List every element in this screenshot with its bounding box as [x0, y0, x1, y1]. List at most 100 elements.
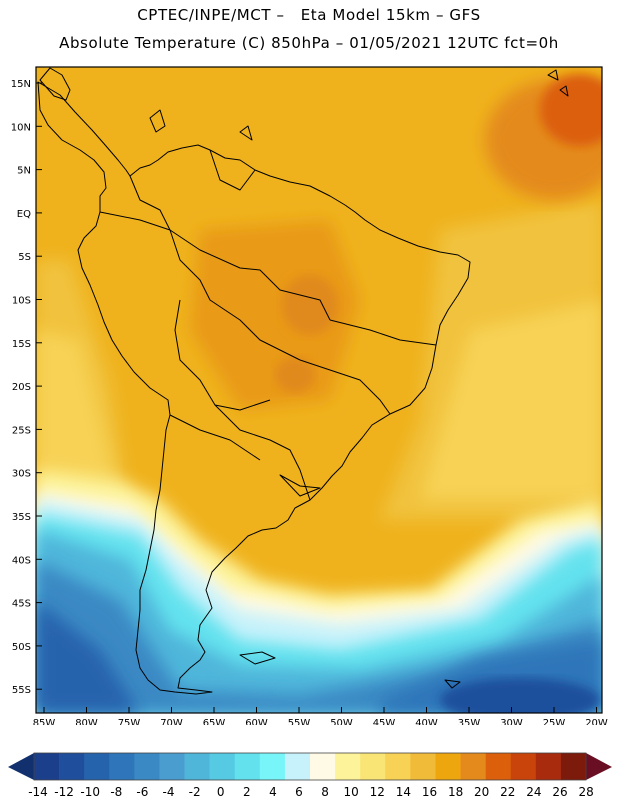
latitude-ticks: 15N 10N 5N EQ 5S 10S 15S 20S 25S 30S 35S 40S 45S 50S 5…	[11, 79, 42, 696]
colorbar-swatch	[310, 753, 336, 780]
temperature-field	[36, 67, 602, 713]
lat-tick-label: 10S	[12, 296, 31, 307]
lat-tick-label: 45S	[12, 599, 31, 610]
field-se-m12	[440, 678, 600, 713]
colorbar-swatch	[560, 753, 587, 780]
colorbar-label: 16	[422, 785, 437, 799]
lagoon-outline	[279, 474, 321, 497]
colorbar-swatch	[460, 753, 486, 780]
field-sw-m10	[36, 600, 140, 713]
lat-tick-label: 25S	[12, 425, 31, 436]
lat-tick-label: 5S	[18, 252, 31, 263]
colorbar-labels: -14 -12 -10 -8 -6 -4 -2 0 2 4 6 8 10 12 14 16 18 20 22 24 26…	[28, 785, 594, 799]
border-line-3	[129, 175, 171, 231]
colorbar-label: -14	[28, 785, 48, 799]
colorbar-label: 10	[344, 785, 359, 799]
border-line-6	[214, 404, 311, 501]
border-line-1	[99, 211, 331, 321]
falklands-outline	[239, 651, 276, 665]
colorbar-swatch	[234, 753, 261, 780]
colorbar-swatch	[134, 753, 160, 780]
lon-tick-label: 85W	[33, 718, 56, 725]
colorbar-high-arrow	[586, 753, 612, 780]
colorbar-label: 26	[552, 785, 567, 799]
longitude-ticks: 85W 80W 75W 70W 65W 60W 55W 50W 45W 40W 35W 30W 25W 2…	[33, 707, 608, 725]
south-georgia-outline	[444, 679, 461, 689]
colorbar-swatch	[109, 753, 135, 780]
border-line-8	[299, 359, 391, 415]
colorbar-swatch	[59, 753, 85, 780]
lon-tick-label: 40W	[415, 718, 438, 725]
lat-tick-label: 15N	[11, 79, 31, 90]
colorbar-label: -8	[110, 785, 122, 799]
colorbar-swatch	[159, 753, 185, 780]
colorbar-label: 2	[243, 785, 251, 799]
lat-tick-label: 35S	[12, 512, 31, 523]
field-core-18	[190, 220, 360, 410]
island-ne	[547, 69, 559, 81]
colorbar-swatch	[184, 753, 210, 780]
colorbar-label: 8	[321, 785, 329, 799]
lon-tick-label: 35W	[458, 718, 481, 725]
colorbar-label: -2	[189, 785, 201, 799]
lon-tick-label: 30W	[500, 718, 523, 725]
land-outlines	[37, 67, 569, 695]
colorbar-swatch	[84, 753, 110, 780]
lon-tick-label: 45W	[373, 718, 396, 725]
lat-tick-label: 50S	[12, 642, 31, 653]
field-pacific-14	[36, 330, 115, 500]
chart-title-line1: CPTEC/INPE/MCT – Eta Model 15km – GFS	[137, 6, 481, 24]
lat-tick-label: 40S	[12, 555, 31, 566]
colorbar-swatch	[435, 753, 461, 780]
border-line-4	[209, 149, 256, 191]
colorbar-swatch	[335, 753, 361, 780]
lon-tick-label: 80W	[75, 718, 98, 725]
border-line-9	[329, 319, 437, 346]
field-core-20b	[275, 357, 315, 393]
lon-tick-label: 25W	[543, 718, 566, 725]
colorbar-label: 18	[448, 785, 463, 799]
map-frame	[35, 66, 603, 714]
island-ne-2	[559, 85, 569, 97]
colorbar-swatch	[510, 753, 537, 780]
colorbar-label: 4	[269, 785, 277, 799]
lat-tick-label: 20S	[12, 382, 31, 393]
colorbar-swatch	[209, 753, 236, 780]
lat-tick-label: 15S	[12, 339, 31, 350]
colorbar-label: -4	[163, 785, 175, 799]
lon-tick-label: 50W	[330, 718, 353, 725]
colorbar-frame	[33, 752, 587, 781]
lat-tick-label: 55S	[12, 685, 31, 696]
lon-tick-label: 75W	[118, 718, 141, 725]
colorbar-label: 0	[217, 785, 225, 799]
field-core-20a	[282, 275, 338, 335]
colorbar-swatch	[259, 753, 286, 780]
caribbean-island	[149, 109, 166, 133]
colorbar-swatch	[385, 753, 411, 780]
colorbar-label: -10	[80, 785, 100, 799]
lat-tick-label: 5N	[17, 166, 31, 177]
colorbar-swatch	[410, 753, 436, 780]
central-america-outline	[39, 67, 71, 101]
colorbar-label: 12	[370, 785, 385, 799]
lon-tick-label: 20W	[585, 718, 608, 725]
border-line-5	[174, 299, 271, 411]
lat-tick-label: 30S	[12, 469, 31, 480]
colorbar-swatch	[535, 753, 562, 780]
colorbar-label: 28	[578, 785, 593, 799]
colorbar: -14 -12 -10 -8 -6 -4 -2 0 2 4 6 8 10 12 14 16 18 20 22 24 26…	[8, 752, 612, 799]
border-line-7	[169, 414, 261, 461]
colorbar-swatches	[34, 753, 587, 780]
colorbar-swatch	[360, 753, 386, 780]
border-line-2	[169, 229, 301, 361]
colorbar-swatch	[284, 753, 311, 780]
map-panel: 15N 10N 5N EQ 5S 10S 15S 20S 25S 30S 35S 40S 45S 50S 5…	[11, 66, 608, 725]
colorbar-swatch	[34, 753, 60, 780]
colorbar-label: 24	[526, 785, 541, 799]
caribbean-island-2	[239, 125, 253, 141]
south-america-outline	[37, 81, 471, 695]
colorbar-low-arrow	[8, 753, 34, 780]
colorbar-label: 14	[396, 785, 411, 799]
lon-tick-label: 60W	[245, 718, 268, 725]
field-ocean-14	[420, 300, 602, 500]
